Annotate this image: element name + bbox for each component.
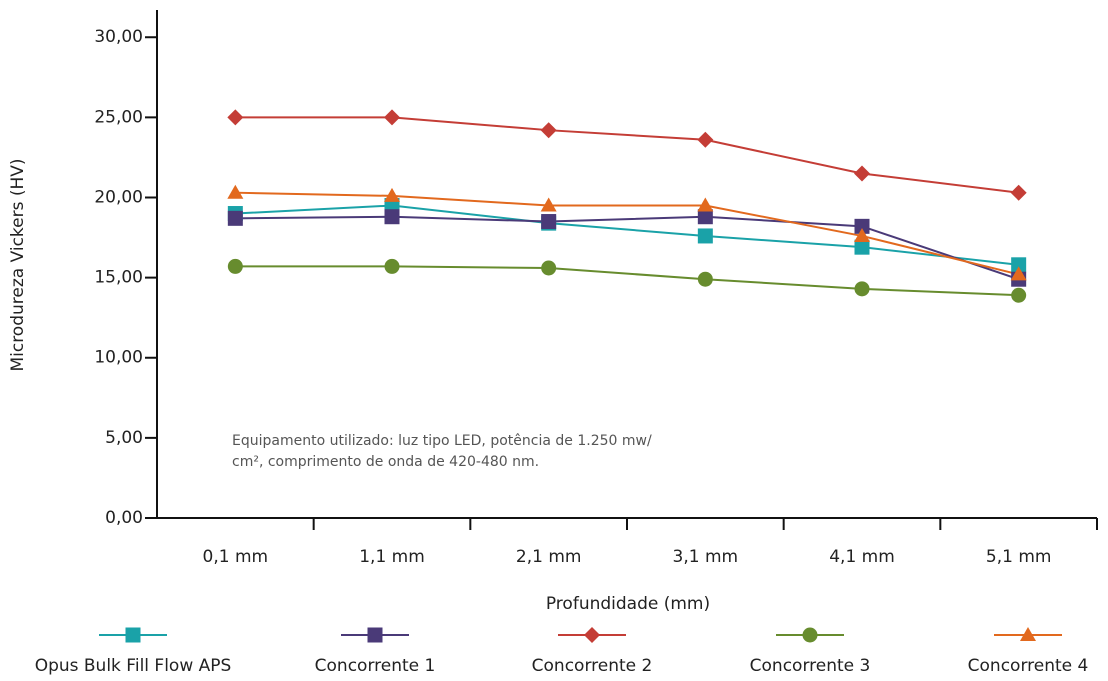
y-tick-label: 5,00 — [105, 428, 143, 448]
data-point — [228, 211, 243, 226]
y-axis-label: Microdureza Vickers (HV) — [8, 158, 28, 371]
data-point — [541, 214, 556, 229]
series-line — [235, 193, 1018, 275]
y-tick-label: 15,00 — [94, 268, 143, 288]
data-point — [385, 209, 400, 224]
x-tick-label: 4,1 mm — [829, 547, 895, 567]
y-tick-label: 20,00 — [94, 187, 143, 207]
series-line — [235, 266, 1018, 295]
data-point — [698, 228, 713, 243]
x-tick-label: 5,1 mm — [986, 547, 1052, 567]
data-point — [1011, 185, 1027, 201]
data-point — [1011, 288, 1026, 303]
series-line — [235, 117, 1018, 192]
y-tick-label: 10,00 — [94, 348, 143, 368]
data-point — [227, 109, 243, 125]
legend-label: Concorrente 1 — [315, 656, 436, 676]
legend-marker — [368, 628, 383, 643]
x-tick-label: 3,1 mm — [673, 547, 739, 567]
data-point — [541, 261, 556, 276]
y-tick-label: 30,00 — [94, 27, 143, 47]
data-point — [384, 109, 400, 125]
data-point — [855, 281, 870, 296]
y-tick-label: 0,00 — [105, 508, 143, 528]
data-point — [227, 185, 243, 199]
legend-label: Concorrente 3 — [750, 656, 871, 676]
legend-marker — [584, 627, 600, 643]
series-line — [235, 217, 1018, 279]
legend-label: Concorrente 4 — [968, 656, 1089, 676]
legend-marker — [803, 628, 818, 643]
x-tick-label: 0,1 mm — [203, 547, 269, 567]
data-point — [698, 272, 713, 287]
x-axis-label: Profundidade (mm) — [546, 594, 710, 614]
legend-marker — [126, 628, 141, 643]
y-tick-label: 25,00 — [94, 107, 143, 127]
data-point — [541, 122, 557, 138]
x-tick-label: 1,1 mm — [359, 547, 425, 567]
chart: Microdureza Vickers (HV) Profundidade (m… — [0, 0, 1108, 681]
annotation: cm², comprimento de onda de 420-480 nm. — [232, 454, 539, 470]
annotation: Equipamento utilizado: luz tipo LED, pot… — [232, 433, 652, 449]
data-point — [385, 259, 400, 274]
series-line — [235, 206, 1018, 265]
data-point — [228, 259, 243, 274]
legend-label: Concorrente 2 — [532, 656, 653, 676]
data-point — [854, 165, 870, 181]
legend-label: Opus Bulk Fill Flow APS — [35, 656, 232, 676]
x-tick-label: 2,1 mm — [516, 547, 582, 567]
data-point — [697, 132, 713, 148]
